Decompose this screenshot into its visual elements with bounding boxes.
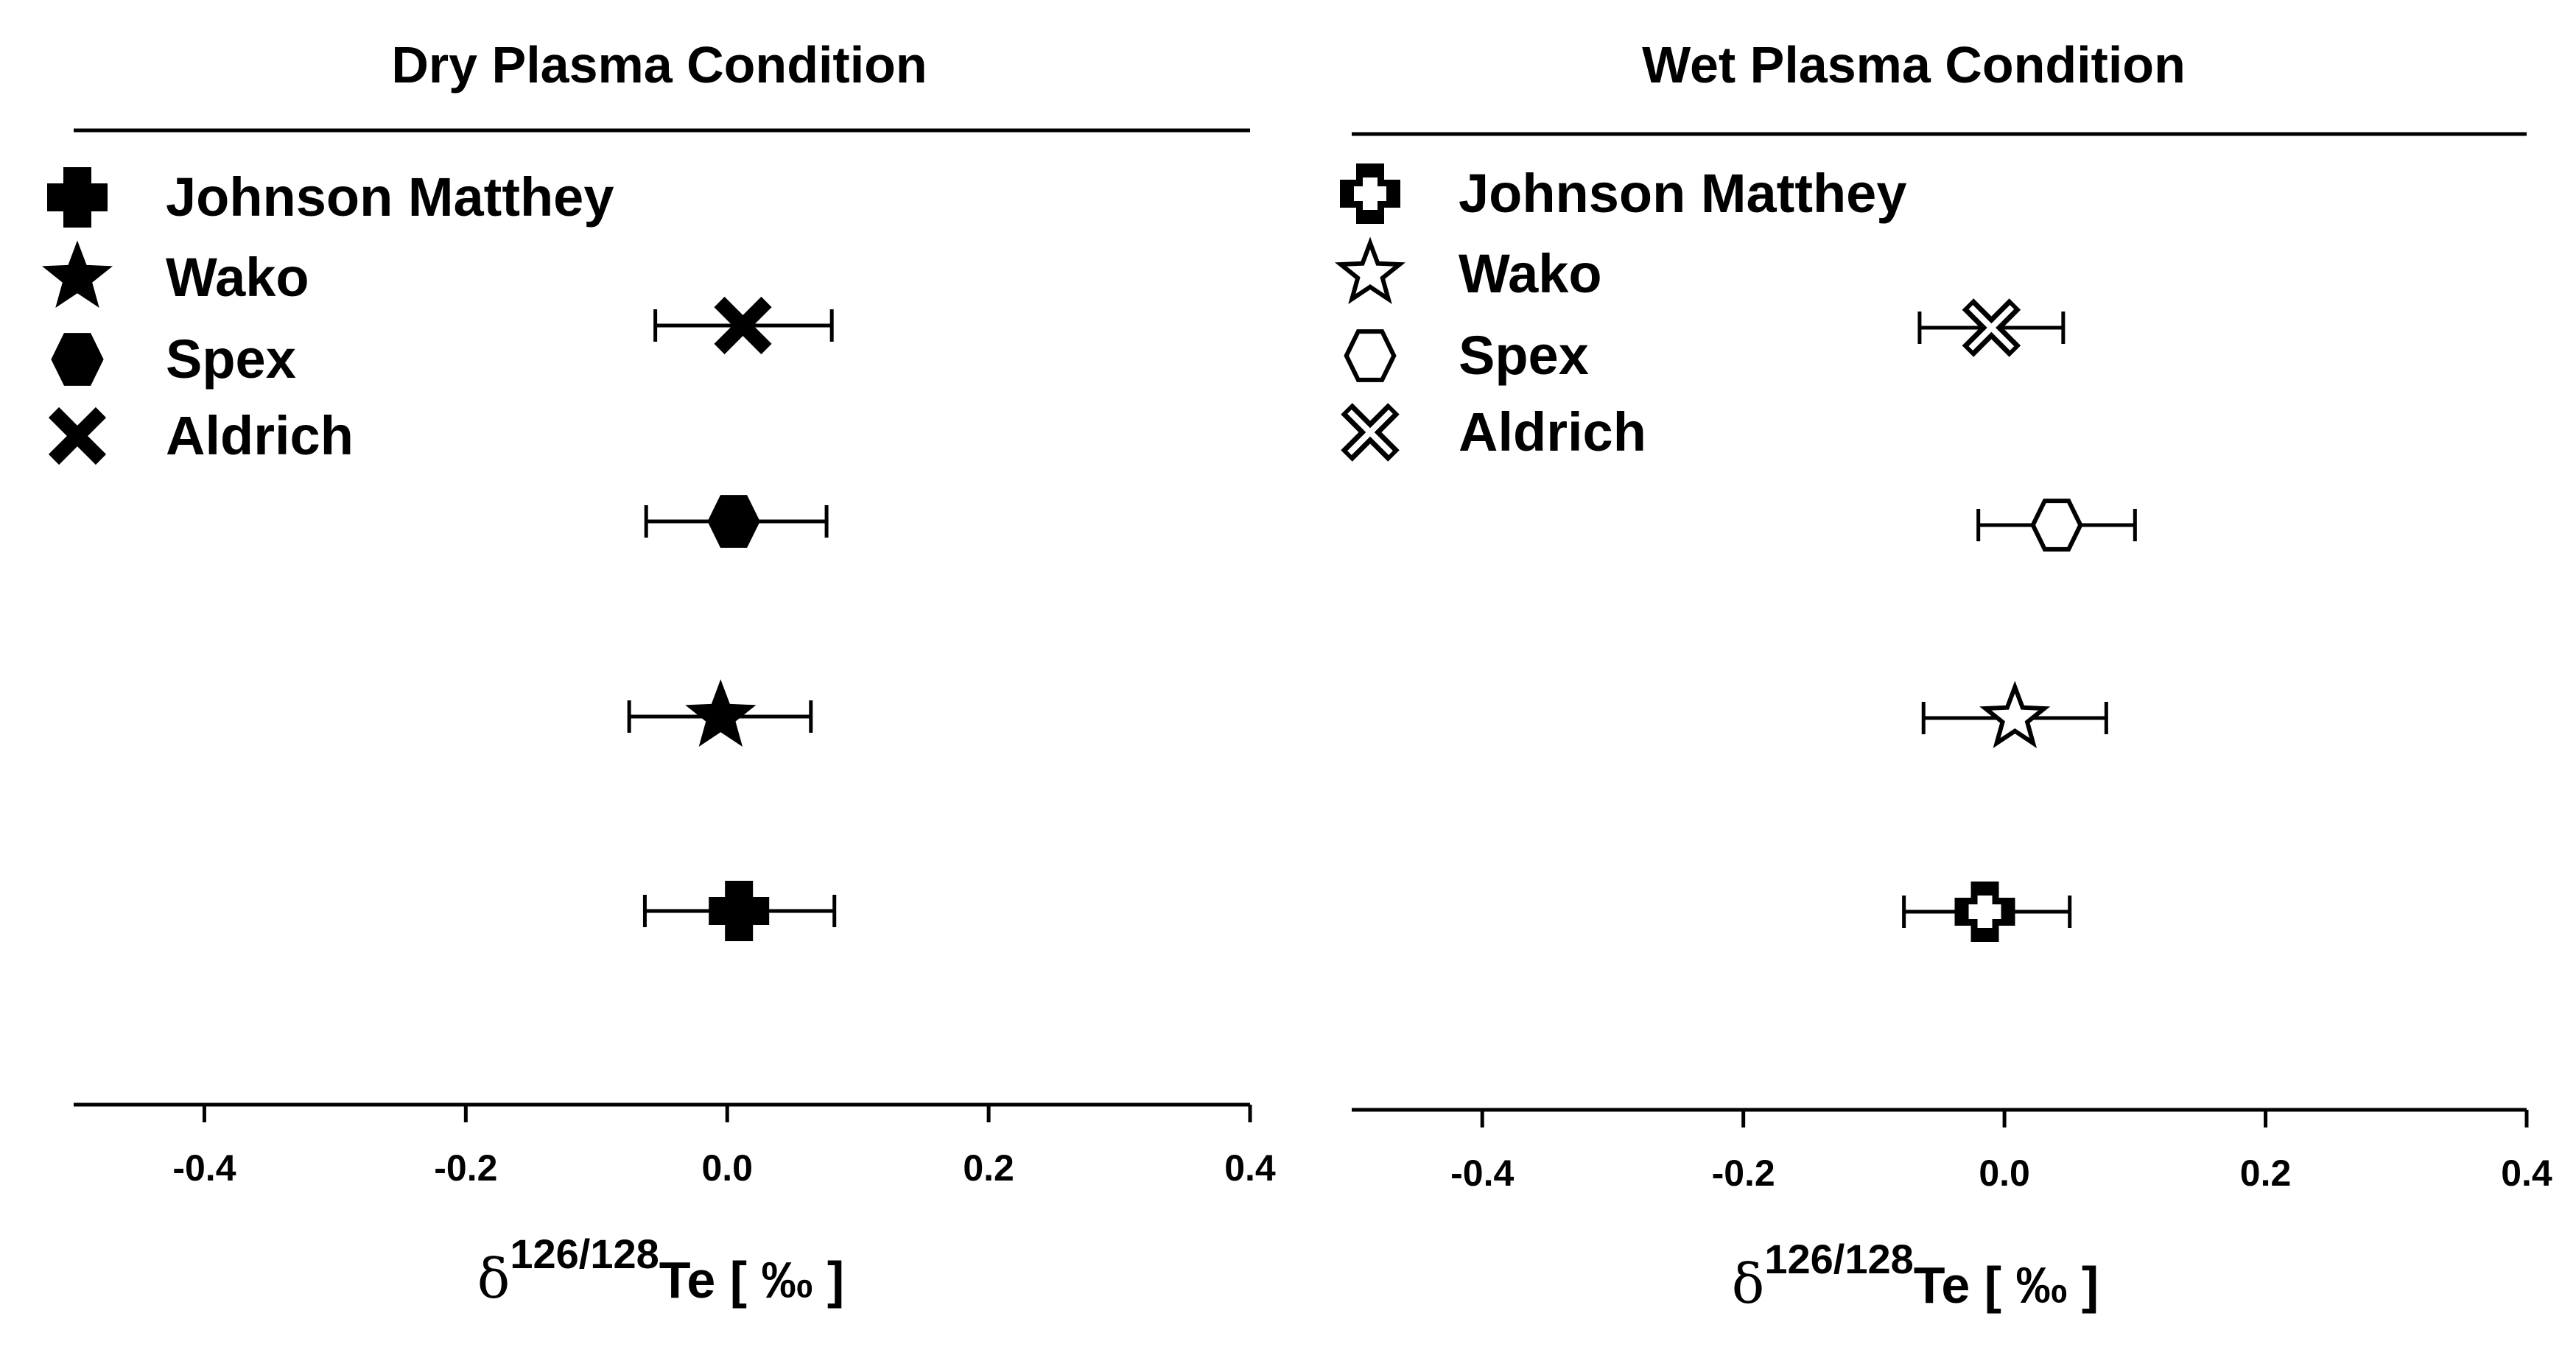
legend-label-wako: Wako xyxy=(1459,243,1602,304)
x-axis-label-superscript: 126/128 xyxy=(510,1231,659,1277)
legend: Johnson Matthey Wako Spex Aldrich xyxy=(1334,163,1906,462)
legend-johnson-matthey-cross-marker xyxy=(47,167,108,228)
point-spex-hexagon-marker xyxy=(707,495,760,548)
legend-aldrich-x-marker-inner xyxy=(1347,409,1393,455)
x-axis-label-main: Te [ ‰ ] xyxy=(1914,1256,2099,1314)
x-axis-label-main: Te [ ‰ ] xyxy=(659,1251,844,1309)
point-wako-star-marker xyxy=(685,679,757,747)
x-tick-label: 0.0 xyxy=(701,1147,753,1189)
data-point-wako xyxy=(1921,680,2108,748)
legend-johnson-matthey-cross-inner xyxy=(1354,177,1386,210)
x-tick-label: 0.4 xyxy=(2501,1153,2552,1194)
point-johnson-matthey-cross-inner xyxy=(1968,896,2001,928)
x-tick-label: 0.0 xyxy=(1979,1153,2030,1194)
x-tick-label: 0.4 xyxy=(1224,1147,1276,1189)
point-spex-hexagon-marker xyxy=(2030,499,2083,552)
legend-label-spex: Spex xyxy=(166,328,296,390)
legend-label-johnson-matthey: Johnson Matthey xyxy=(166,166,614,228)
data-point-johnson-matthey xyxy=(1902,882,2072,942)
x-axis-label-delta: δ xyxy=(477,1248,510,1311)
legend-label-wako: Wako xyxy=(166,247,309,308)
panel-wet: Wet Plasma Condition -0.4 -0.2 0.0 0.2 0.4 δ12… xyxy=(1334,36,2552,1316)
data-point-spex xyxy=(1976,499,2137,552)
panel-dry: Dry Plasma Condition -0.4 -0.2 0.0 0.2 0.4 δ12… xyxy=(41,36,1276,1311)
x-axis-label: δ126/128Te [ ‰ ] xyxy=(477,1231,844,1311)
legend-wako-star-marker xyxy=(41,240,113,308)
x-axis-label-superscript: 126/128 xyxy=(1764,1236,1913,1282)
data-point-aldrich xyxy=(653,296,834,355)
x-axis-label: δ126/128Te [ ‰ ] xyxy=(1732,1236,2099,1316)
legend-label-aldrich: Aldrich xyxy=(166,405,354,466)
data-point-aldrich xyxy=(1917,298,2066,357)
x-tick-label: -0.4 xyxy=(1450,1153,1514,1194)
legend-label-johnson-matthey: Johnson Matthey xyxy=(1459,163,1906,224)
data-point-spex xyxy=(644,495,829,548)
legend-spex-hexagon-marker xyxy=(1344,329,1397,382)
legend-label-spex: Spex xyxy=(1459,325,1589,386)
legend-label-aldrich: Aldrich xyxy=(1459,401,1646,462)
point-wako-star-marker xyxy=(1979,680,2051,748)
x-tick-label: -0.4 xyxy=(172,1147,236,1189)
legend-aldrich-x-marker xyxy=(48,407,107,465)
x-tick-label: 0.2 xyxy=(2240,1153,2292,1194)
point-johnson-matthey-cross-marker xyxy=(709,881,770,941)
data-point-wako xyxy=(627,679,813,747)
x-tick-label: -0.2 xyxy=(434,1147,497,1189)
x-axis-label-delta: δ xyxy=(1732,1253,1765,1316)
point-aldrich-x-marker-inner xyxy=(1968,305,2015,351)
legend-wako-star-marker xyxy=(1334,236,1406,304)
point-aldrich-x-marker xyxy=(714,296,772,355)
legend: Johnson Matthey Wako Spex Aldrich xyxy=(41,166,614,466)
x-tick-label: 0.2 xyxy=(963,1147,1014,1189)
data-point-johnson-matthey xyxy=(642,881,837,941)
legend-spex-hexagon-marker xyxy=(51,333,104,386)
x-tick-label: -0.2 xyxy=(1712,1153,1775,1194)
chart-title: Dry Plasma Condition xyxy=(391,36,927,94)
chart-title: Wet Plasma Condition xyxy=(1642,36,2186,94)
